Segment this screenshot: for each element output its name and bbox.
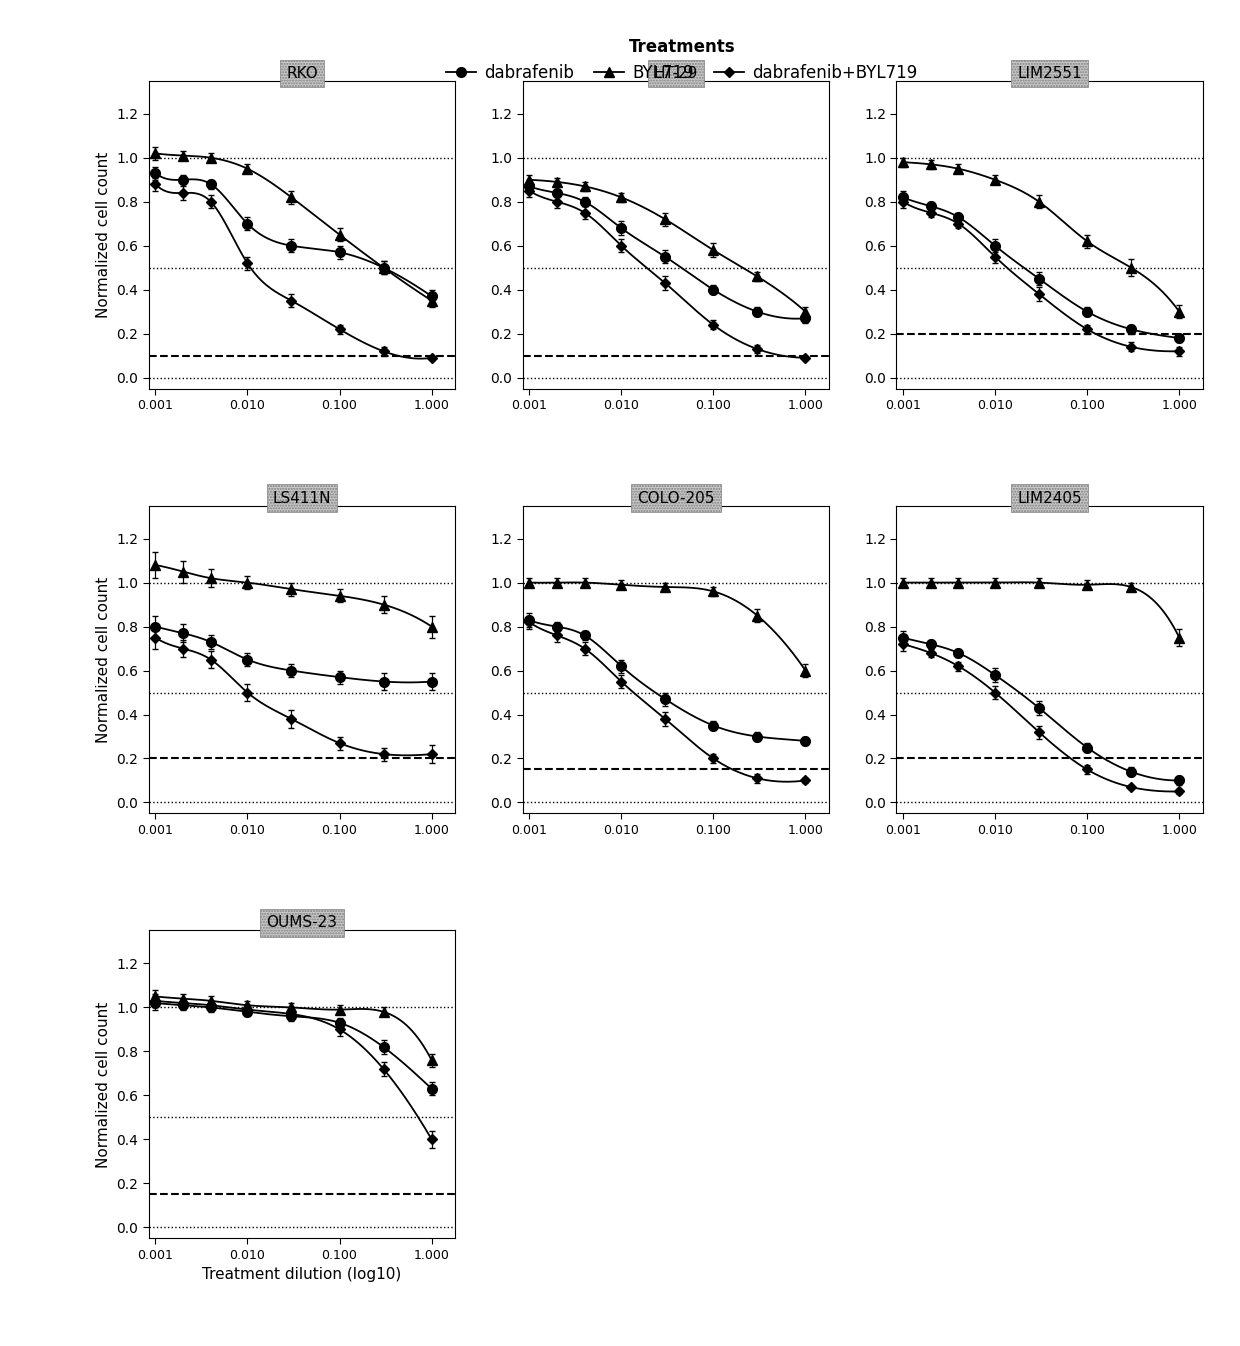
Y-axis label: Normalized cell count: Normalized cell count (95, 1001, 110, 1167)
Text: LIM2551: LIM2551 (1017, 66, 1083, 81)
Y-axis label: Normalized cell count: Normalized cell count (95, 576, 110, 743)
Legend: dabrafenib, BYL719, dabrafenib+BYL719: dabrafenib, BYL719, dabrafenib+BYL719 (439, 31, 925, 89)
Text: OUMS-23: OUMS-23 (267, 915, 337, 930)
Text: COLO-205: COLO-205 (637, 490, 714, 506)
X-axis label: Treatment dilution (log10): Treatment dilution (log10) (202, 1268, 402, 1283)
Text: LS411N: LS411N (273, 490, 331, 506)
Y-axis label: Normalized cell count: Normalized cell count (95, 152, 110, 318)
Text: HT-29: HT-29 (653, 66, 698, 81)
Text: RKO: RKO (286, 66, 317, 81)
Text: LIM2405: LIM2405 (1017, 490, 1083, 506)
